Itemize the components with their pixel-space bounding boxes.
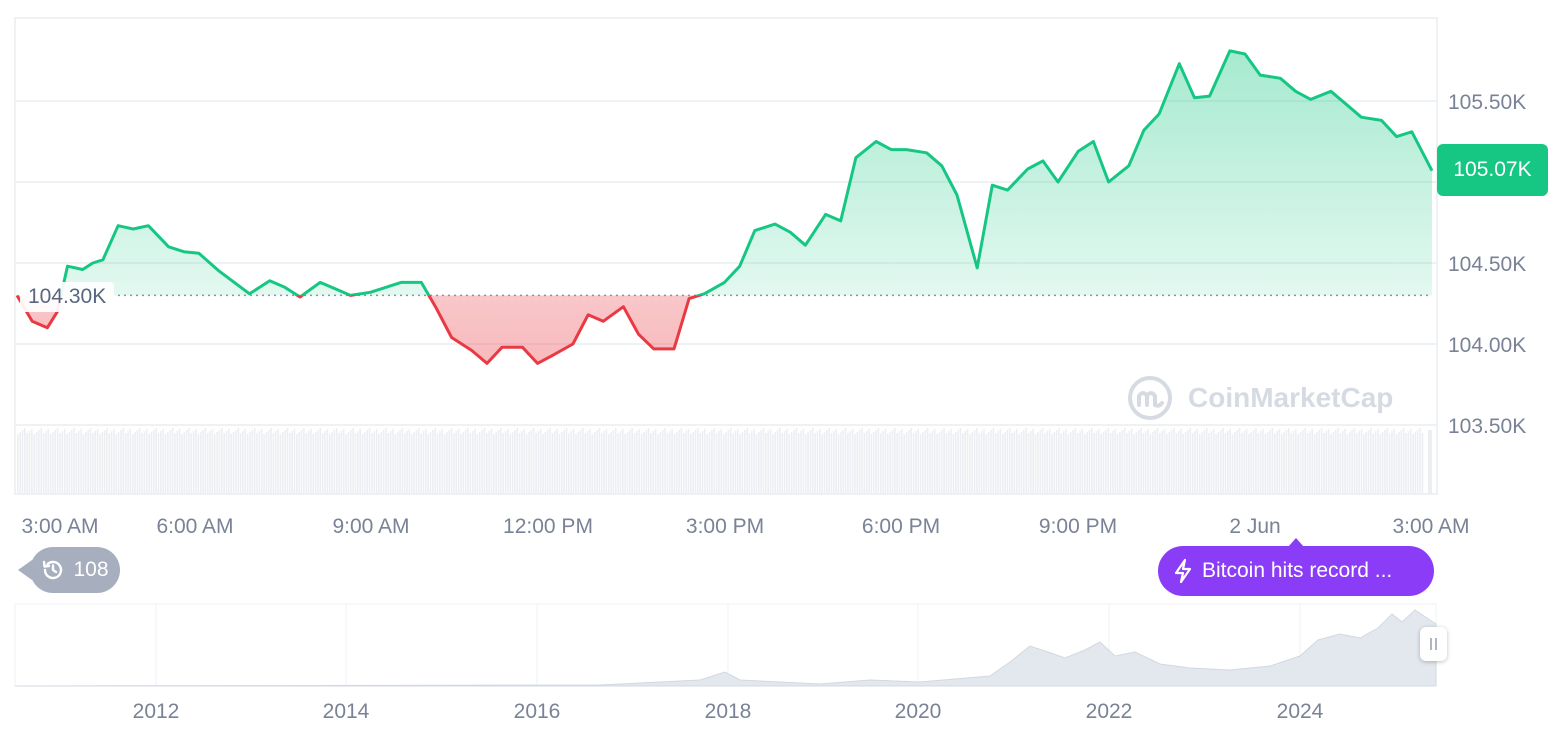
x-tick-label: 3:00 AM [1392, 515, 1469, 538]
x-tick-label: 12:00 PM [503, 515, 593, 538]
history-pill-pointer [18, 560, 32, 580]
y-tick-label: 104.00K [1448, 334, 1526, 357]
watermark-text: CoinMarketCap [1188, 382, 1394, 413]
coinmarketcap-logo [1128, 376, 1172, 420]
news-event-button[interactable]: Bitcoin hits record ... [1158, 546, 1434, 596]
lightning-icon [1174, 558, 1192, 584]
x-tick-label: 3:00 AM [21, 515, 98, 538]
x-tick-label: 6:00 PM [862, 515, 940, 538]
watermark: CoinMarketCap [1126, 374, 1393, 422]
area-above-reference [61, 50, 1432, 296]
y-tick-label: 105.50K [1448, 91, 1526, 114]
last-price-badge: 105.07K [1437, 144, 1548, 196]
x-tick-label: 6:00 AM [156, 515, 233, 538]
volume-bars [17, 428, 1432, 494]
price-area [17, 50, 1432, 364]
y-tick-label: 104.50K [1448, 253, 1526, 276]
history-clock-icon [43, 560, 63, 580]
x-tick-label: 3:00 PM [686, 515, 764, 538]
news-event-label: Bitcoin hits record ... [1202, 559, 1393, 582]
navigator-tick-label: 2014 [323, 700, 370, 723]
navigator-tick-label: 2016 [514, 700, 561, 723]
range-navigator[interactable]: 2012 2014 2016 2018 2020 2022 2024 [14, 603, 1437, 723]
navigator-tick-label: 2020 [895, 700, 942, 723]
navigator-tick-label: 2024 [1277, 700, 1324, 723]
navigator-tick-label: 2012 [133, 700, 180, 723]
price-line [15, 49, 1434, 365]
reference-price-label: 104.30K [20, 282, 115, 312]
navigator-tick-label: 2022 [1086, 700, 1133, 723]
history-button[interactable]: 108 [30, 547, 120, 593]
news-pill-pointer [1288, 538, 1304, 547]
y-tick-label: 103.50K [1448, 415, 1526, 438]
x-axis: 3:00 AM 6:00 AM 9:00 AM 12:00 PM 3:00 PM 6:00… [21, 515, 1469, 538]
x-tick-label: 9:00 AM [332, 515, 409, 538]
navigator-x-axis: 2012 2014 2016 2018 2020 2022 2024 [133, 700, 1324, 723]
x-tick-label: 2 Jun [1229, 515, 1280, 538]
navigator-drag-handle[interactable] [1420, 627, 1447, 661]
price-line-up [17, 49, 1434, 296]
navigator-tick-label: 2018 [705, 700, 752, 723]
history-count: 108 [73, 558, 109, 581]
x-tick-label: 9:00 PM [1039, 515, 1117, 538]
navigator-history-area [14, 609, 1437, 687]
